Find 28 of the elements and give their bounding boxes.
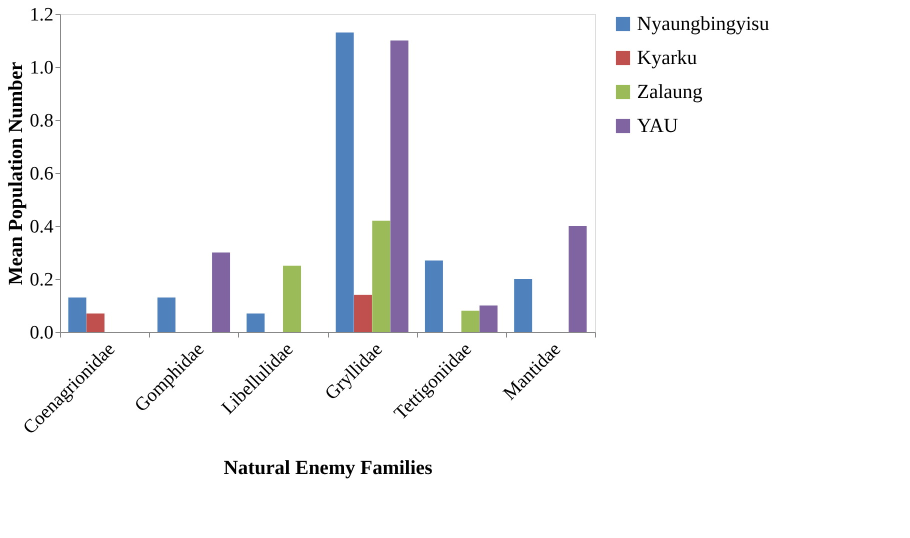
- bar: [68, 298, 86, 332]
- bar: [424, 260, 443, 332]
- bar: [354, 294, 372, 332]
- legend-label: YAU: [637, 115, 679, 137]
- bar: [246, 313, 265, 332]
- bar: [514, 279, 532, 332]
- bar: [461, 310, 480, 332]
- y-tick-label: 0.6: [30, 164, 54, 184]
- bar: [372, 220, 390, 332]
- y-tick-label: 1.0: [30, 58, 54, 78]
- bar: [390, 40, 408, 332]
- bar: [568, 226, 587, 332]
- bar: [212, 252, 230, 332]
- bar: [283, 266, 302, 332]
- y-tick-label: 0.8: [30, 110, 54, 132]
- y-tick-label: 0.2: [30, 270, 54, 290]
- bar: [336, 32, 354, 332]
- y-axis-title: Mean Population Number: [4, 62, 27, 286]
- y-tick-label: 1.2: [30, 4, 54, 26]
- bar: [480, 306, 498, 332]
- bar: [86, 313, 104, 332]
- y-tick-label: 0.0: [30, 322, 54, 344]
- x-axis-title: Natural Enemy Families: [224, 456, 433, 479]
- bar: [157, 298, 176, 332]
- legend-label: Nyaungbingyisu: [637, 13, 770, 35]
- y-tick-label: 0.4: [30, 216, 54, 238]
- legend-label: Zalaung: [637, 81, 703, 103]
- legend-label: Kyarku: [637, 47, 697, 69]
